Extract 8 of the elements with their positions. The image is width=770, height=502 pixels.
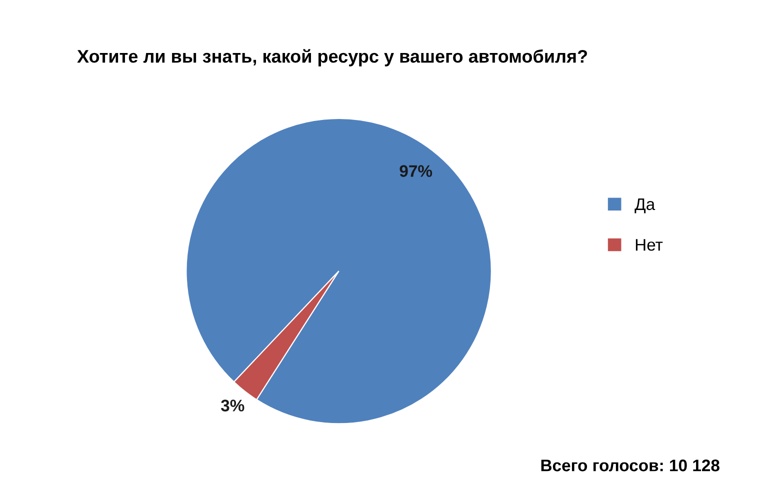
data-label: 97%: [400, 165, 432, 177]
data-label: 3%: [220, 400, 244, 412]
pie-slice: [186, 118, 492, 424]
text: Всего голосов: 10 128: [541, 460, 720, 472]
chart-title: Хотите ли вы знать, какой ресурс у вашего автомобиля?: [77, 49, 587, 66]
pie-slice: [233, 270, 340, 400]
legend-label: Да: [634, 198, 656, 214]
legend-label: Нет: [636, 239, 663, 251]
